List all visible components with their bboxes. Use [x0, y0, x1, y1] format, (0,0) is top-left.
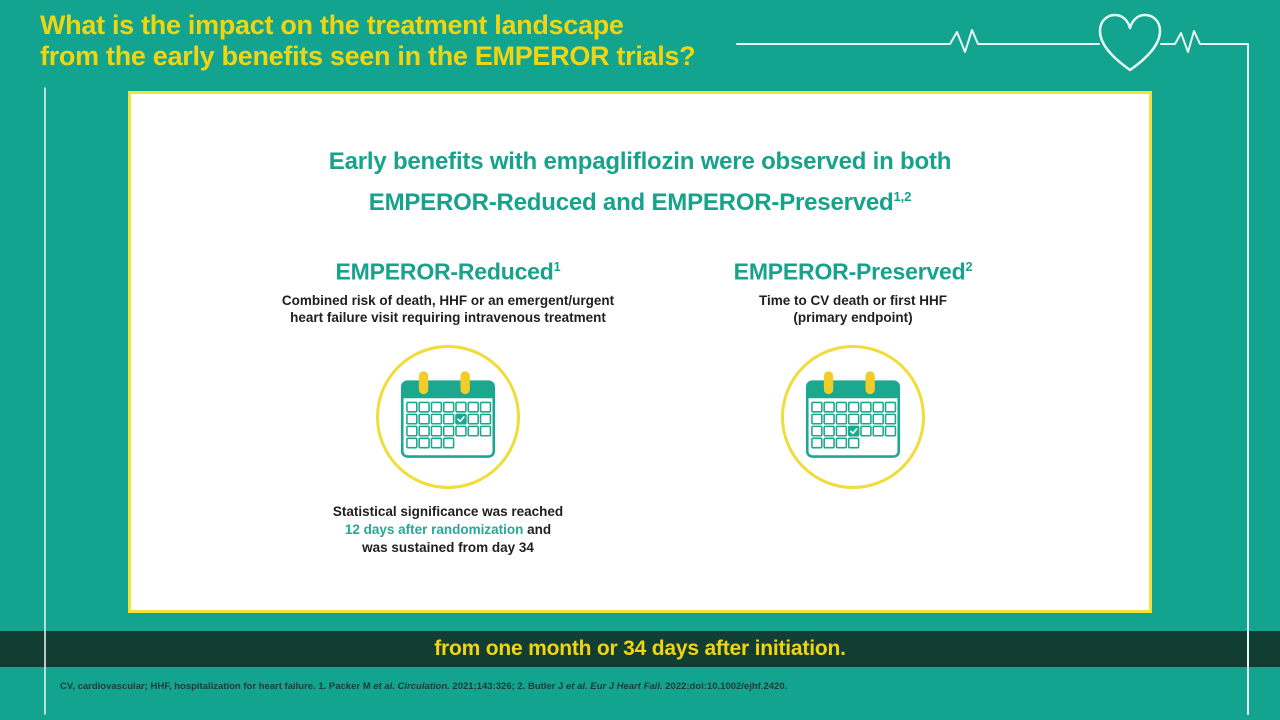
card-heading-line2: EMPEROR-Reduced and EMPEROR-Preserved1,2: [368, 189, 912, 216]
calendar-checkmark-icon: [400, 370, 496, 458]
emperor-reduced-column: EMPEROR-Reduced1 Combined risk of death,…: [218, 253, 678, 557]
card-heading: Early benefits with empagliflozin were o…: [131, 144, 1149, 220]
calendar-circle-reduced: [376, 344, 520, 489]
emperor-reduced-caption: Statistical significance was reached 12 d…: [332, 503, 564, 555]
caption-highlight: 12 days after randomization: [344, 521, 524, 537]
footnote: CV, cardiovascular; HHF, hospitalization…: [60, 681, 788, 692]
page-title-line2: from the early benefits seen in the EMPE…: [40, 41, 696, 71]
emperor-preserved-superscript: 2: [965, 260, 973, 274]
emperor-preserved-column: EMPEROR-Preserved2 Time to CV death or f…: [623, 253, 1083, 489]
bottom-banner: from one month or 34 days after initiati…: [0, 631, 1280, 667]
emperor-reduced-title: EMPEROR-Reduced1: [335, 258, 561, 285]
card-heading-superscript: 1,2: [893, 189, 912, 204]
calendar-circle-preserved: [781, 344, 925, 489]
calendar-checkmark-icon: [805, 370, 901, 458]
banner-text: from one month or 34 days after initiati…: [434, 637, 846, 660]
emperor-reduced-subtitle: Combined risk of death, HHF or an emerge…: [281, 292, 615, 325]
content-card: Early benefits with empagliflozin were o…: [128, 91, 1152, 613]
emperor-preserved-title: EMPEROR-Preserved2: [733, 258, 973, 285]
page-title-line1: What is the impact on the treatment land…: [40, 10, 624, 40]
card-heading-line1: Early benefits with empagliflozin were o…: [328, 148, 952, 175]
heart-icon: [1098, 13, 1162, 72]
page-title: What is the impact on the treatment land…: [40, 10, 696, 72]
emperor-preserved-subtitle: Time to CV death or first HHF (primary en…: [758, 292, 948, 325]
ecg-line-right: [1160, 30, 1249, 715]
emperor-reduced-superscript: 1: [553, 260, 561, 274]
ecg-line-left: [736, 29, 1100, 53]
